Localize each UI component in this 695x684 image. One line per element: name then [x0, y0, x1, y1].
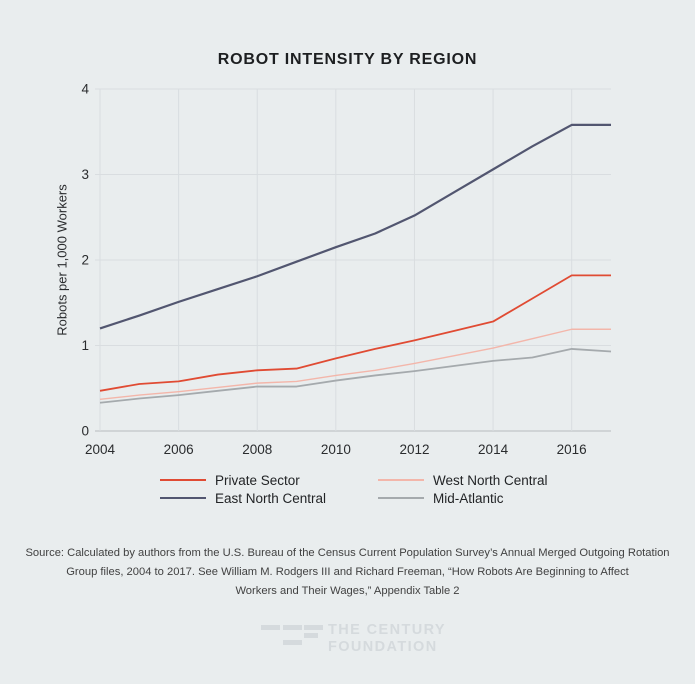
- y-tick-label: 1: [81, 338, 89, 353]
- legend-item: Mid-Atlantic: [378, 490, 548, 506]
- logo-line: THE CENTURY: [328, 622, 446, 638]
- chart-legend-column-1: Private Sector East North Central: [160, 472, 326, 508]
- tcf-logo-text: THE CENTURY FOUNDATION: [328, 622, 446, 655]
- series-line-mid-atlantic: [99, 348, 612, 404]
- source-note-line: Workers and Their Wages,” Appendix Table…: [235, 585, 460, 597]
- series-line-private-sector: [99, 274, 611, 392]
- series-line-east-north-central: [99, 123, 611, 330]
- tcf-logo-mark-icon: [261, 625, 326, 645]
- source-note-line: Group files, 2004 to 2017. See William M…: [66, 566, 629, 578]
- x-tick-label: 2014: [478, 442, 509, 457]
- legend-label: West North Central: [433, 472, 548, 488]
- x-tick-label: 2010: [321, 442, 351, 457]
- source-note: Source: Calculated by authors from the U…: [0, 544, 695, 601]
- source-note-line: Source: Calculated by authors from the U…: [25, 547, 670, 559]
- y-tick-label: 3: [81, 167, 89, 182]
- chart-legend-column-2: West North Central Mid-Atlantic: [378, 472, 548, 508]
- legend-label: East North Central: [215, 490, 327, 506]
- x-tick-label: 2004: [85, 442, 116, 457]
- logo-bar: [304, 625, 323, 630]
- y-tick-label: 2: [81, 253, 89, 268]
- legend-item: East North Central: [160, 490, 326, 506]
- logo-bar: [282, 640, 302, 645]
- x-tick-label: 2008: [242, 442, 272, 457]
- x-tick-label: 2016: [557, 442, 587, 457]
- y-tick-label: 4: [81, 82, 89, 97]
- legend-swatch-private-sector: [160, 479, 206, 481]
- legend-item: West North Central: [378, 472, 548, 488]
- chart-title: ROBOT INTENSITY BY REGION: [217, 51, 478, 68]
- legend-label: Private Sector: [215, 472, 300, 488]
- legend-label: Mid-Atlantic: [433, 490, 504, 506]
- x-tick-label: 2006: [164, 442, 194, 457]
- legend-swatch-west-north-central: [378, 479, 424, 481]
- y-axis-label: Robots per 1,000 Workers: [54, 184, 70, 336]
- x-tick-label: 2012: [399, 442, 429, 457]
- series-line-west-north-central: [99, 328, 611, 401]
- logo-bar: [304, 632, 318, 638]
- line-chart: 0 1 2 3 4 2004 2006 2008 2010 2012 2014 2016: [81, 82, 612, 457]
- y-tick-label: 0: [81, 424, 89, 439]
- legend-swatch-mid-atlantic: [378, 497, 424, 499]
- logo-bar: [261, 625, 280, 630]
- logo-bar: [282, 625, 302, 630]
- legend-item: Private Sector: [160, 472, 326, 488]
- logo-line: FOUNDATION: [328, 638, 438, 655]
- legend-swatch-east-north-central: [160, 496, 206, 500]
